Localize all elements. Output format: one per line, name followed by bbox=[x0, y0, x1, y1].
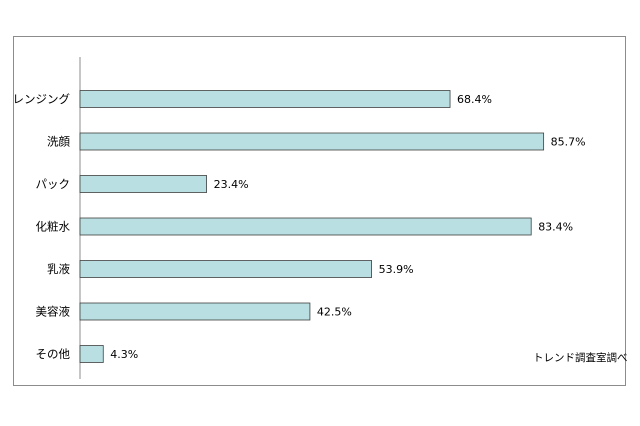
category-label-6: その他 bbox=[36, 347, 71, 361]
value-label-5: 42.5% bbox=[317, 306, 352, 319]
bar-3 bbox=[79, 217, 532, 236]
value-label-2: 23.4% bbox=[214, 178, 249, 191]
bar-4 bbox=[79, 260, 372, 278]
value-label-4: 53.9% bbox=[379, 263, 414, 276]
value-label-1: 85.7% bbox=[551, 136, 586, 149]
category-label-4: 乳液 bbox=[47, 262, 70, 276]
bar-chart: クレンジング洗顔パック化粧水乳液美容液その他 68.4% 85.7% 23.4% 83… bbox=[14, 57, 627, 379]
category-label-1: 洗顔 bbox=[47, 135, 70, 149]
category-label-3: 化粧水 bbox=[36, 220, 71, 234]
bar-2 bbox=[79, 175, 207, 193]
chart-frame: クレンジング洗顔パック化粧水乳液美容液その他 68.4% 85.7% 23.4% 83… bbox=[13, 36, 627, 386]
bar-0 bbox=[79, 90, 451, 108]
category-label-0: クレンジング bbox=[14, 92, 70, 106]
bar-1 bbox=[79, 132, 545, 151]
value-label-3: 83.4% bbox=[538, 221, 573, 234]
value-label-6: 4.3% bbox=[110, 348, 138, 361]
bar-5 bbox=[79, 302, 311, 321]
bar-6 bbox=[79, 345, 104, 363]
source-note: トレンド調査室調べ bbox=[533, 351, 627, 364]
value-label-0: 68.4% bbox=[457, 93, 492, 106]
category-label-5: 美容液 bbox=[36, 305, 71, 319]
category-label-2: パック bbox=[36, 177, 71, 191]
